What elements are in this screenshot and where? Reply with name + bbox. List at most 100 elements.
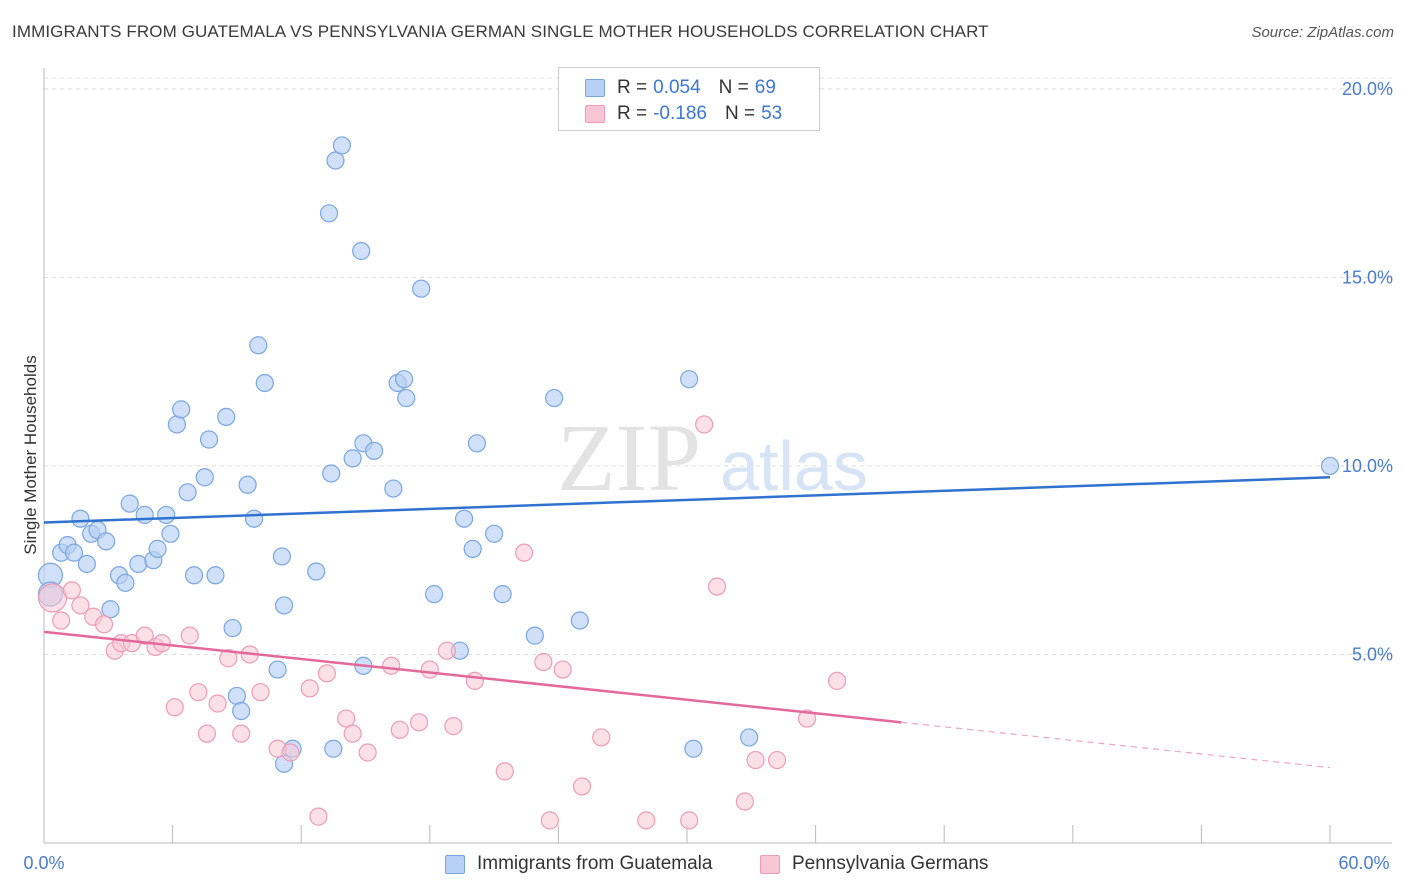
data-point-guatemala: [199, 430, 219, 449]
data-point-guatemala: [412, 279, 431, 298]
data-point-pennsylvania: [358, 743, 377, 762]
data-point-pennsylvania: [707, 577, 727, 596]
data-point-pennsylvania: [337, 709, 356, 728]
data-point-guatemala: [352, 241, 371, 261]
data-point-guatemala: [232, 701, 251, 721]
data-point-pennsylvania: [251, 683, 270, 702]
data-point-pennsylvania: [309, 807, 328, 826]
data-point-guatemala: [227, 686, 246, 706]
data-point-pennsylvania: [317, 664, 337, 683]
chart-title: IMMIGRANTS FROM GUATEMALA VS PENNSYLVANI…: [12, 22, 989, 41]
legend-row-pennsylvania: R = -0.186 N = 53: [585, 102, 782, 126]
axes: [43, 68, 1392, 844]
data-point-guatemala: [424, 585, 444, 604]
watermark-zip: ZIP: [557, 404, 701, 511]
bottom-legend-guatemala: Immigrants from Guatemala: [445, 852, 712, 876]
y-tick-label: 10.0%: [1342, 456, 1393, 476]
y-tick-label: 20.0%: [1342, 79, 1393, 99]
x-tick-label: 60.0%: [1338, 853, 1389, 873]
data-point-guatemala: [148, 539, 167, 558]
series-guatemala-points: [37, 136, 1340, 773]
legend-r-label: R =: [617, 103, 648, 124]
data-point-guatemala: [249, 336, 268, 355]
data-point-pennsylvania: [180, 626, 199, 645]
data-point-pennsylvania: [71, 596, 90, 615]
data-point-pennsylvania: [827, 671, 847, 690]
watermark: ZIP atlas: [557, 404, 868, 511]
legend-row-guatemala: R = 0.054 N = 69: [585, 76, 776, 100]
data-point-pennsylvania: [444, 717, 463, 736]
data-point-guatemala: [244, 509, 264, 528]
data-point-pennsylvania: [281, 743, 300, 762]
data-point-pennsylvania: [735, 792, 754, 811]
data-point-pennsylvania: [553, 660, 572, 679]
data-point-guatemala: [184, 566, 204, 585]
data-point-pennsylvania: [797, 709, 817, 728]
data-point-guatemala: [101, 600, 120, 619]
data-point-guatemala: [332, 136, 352, 155]
data-point-pennsylvania: [592, 728, 611, 747]
legend-n-value: 69: [754, 77, 776, 98]
data-point-guatemala: [217, 407, 236, 427]
series-pennsylvania-points: [37, 102, 847, 830]
data-point-guatemala: [120, 494, 139, 513]
data-point-guatemala: [1320, 456, 1340, 476]
legend-n-label: N =: [724, 103, 756, 124]
data-point-guatemala: [684, 739, 703, 758]
data-point-guatemala: [394, 370, 414, 389]
data-point-pennsylvania: [197, 724, 216, 743]
bottom-legend-swatch-pink: [760, 854, 780, 874]
data-point-pennsylvania: [300, 679, 319, 698]
data-point-guatemala: [384, 479, 403, 498]
correlation-legend: R = 0.054 N = 69 R = -0.186 N = 53: [558, 67, 820, 131]
data-point-guatemala: [195, 468, 214, 487]
data-point-guatemala: [97, 532, 116, 551]
data-point-guatemala: [135, 505, 154, 525]
data-point-guatemala: [493, 585, 512, 604]
data-point-guatemala: [343, 449, 362, 468]
data-point-guatemala: [319, 204, 339, 223]
data-point-pennsylvania: [465, 671, 484, 690]
data-point-guatemala: [167, 415, 186, 434]
data-point-guatemala: [570, 611, 589, 630]
y-axis-label: Single Mother Households: [21, 355, 40, 554]
data-point-pennsylvania: [534, 652, 553, 672]
data-point-pennsylvania: [232, 724, 251, 743]
data-point-guatemala: [463, 539, 482, 558]
data-point-pennsylvania: [420, 660, 439, 679]
data-point-guatemala: [157, 505, 176, 525]
data-point-pennsylvania: [52, 611, 71, 630]
y-tick-label: 5.0%: [1352, 644, 1393, 664]
data-point-pennsylvania: [165, 698, 184, 717]
data-point-guatemala: [454, 509, 474, 528]
trend-line-pennsylvania-extension: [901, 721, 1331, 769]
data-point-pennsylvania: [382, 656, 401, 675]
x-tick-label: 0.0%: [23, 853, 64, 873]
legend-n-value: 53: [761, 103, 783, 124]
data-point-guatemala: [77, 554, 96, 574]
data-point-pennsylvania: [390, 720, 409, 739]
watermark-atlas: atlas: [720, 427, 868, 505]
legend-swatch-blue: [585, 79, 605, 97]
legend-r-value: 0.054: [653, 77, 701, 98]
data-point-guatemala: [223, 618, 242, 638]
data-point-pennsylvania: [637, 811, 656, 830]
data-point-guatemala: [255, 373, 274, 393]
data-point-guatemala: [172, 400, 191, 419]
data-point-guatemala: [467, 434, 487, 453]
data-point-guatemala: [274, 596, 294, 615]
source-credit: Source: ZipAtlas.com: [1251, 24, 1394, 41]
data-point-pennsylvania: [208, 694, 227, 713]
legend-swatch-pink: [585, 105, 605, 123]
data-point-pennsylvania: [409, 713, 429, 732]
legend-n-label: N =: [718, 77, 749, 98]
data-point-guatemala: [326, 151, 345, 170]
bottom-legend-label: Immigrants from Guatemala: [477, 853, 713, 874]
data-point-pennsylvania: [135, 626, 154, 645]
data-point-pennsylvania: [746, 750, 765, 770]
data-point-guatemala: [116, 573, 135, 592]
data-point-pennsylvania: [540, 811, 559, 830]
bottom-legend-label: Pennsylvania Germans: [792, 853, 989, 874]
data-point-guatemala: [322, 464, 341, 483]
data-point-guatemala: [485, 524, 504, 543]
